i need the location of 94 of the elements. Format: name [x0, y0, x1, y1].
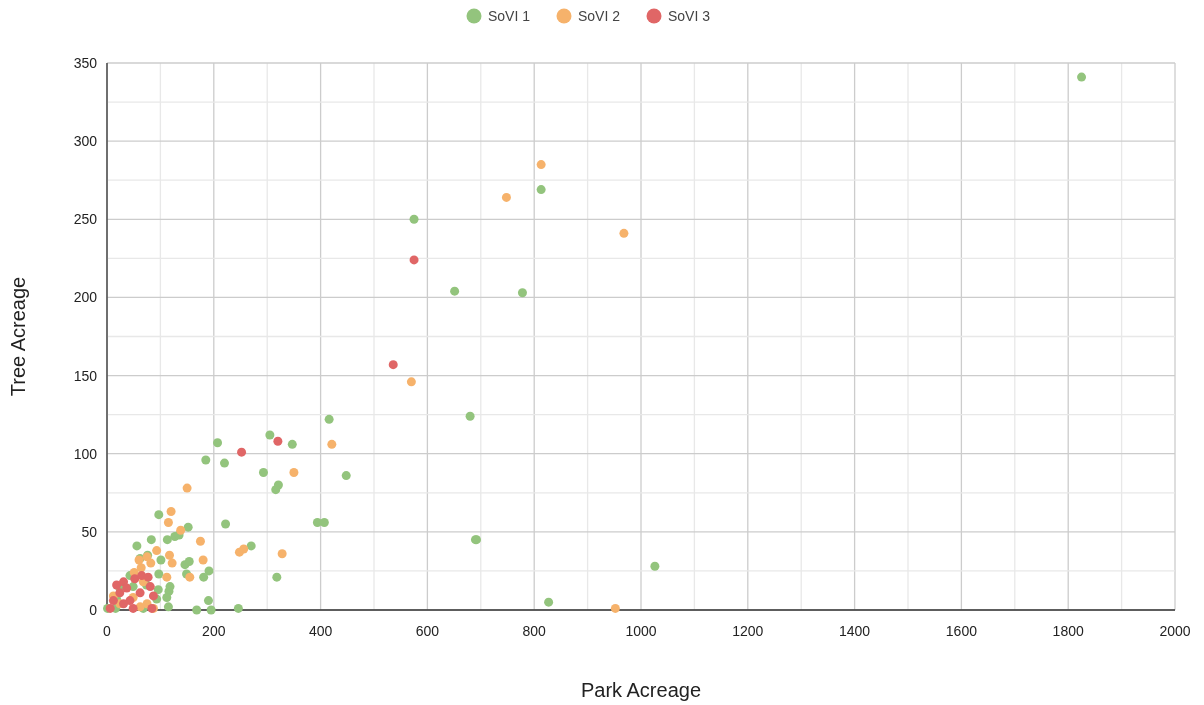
point [176, 525, 186, 535]
point [327, 439, 337, 449]
x-tick-label: 200 [202, 623, 226, 639]
point [213, 438, 223, 448]
point [146, 535, 156, 545]
point [204, 566, 214, 576]
point [152, 546, 162, 556]
point [146, 558, 156, 568]
point [135, 588, 145, 598]
point [154, 569, 164, 579]
point [167, 558, 177, 568]
point [115, 588, 125, 598]
point [272, 572, 282, 582]
point [324, 414, 334, 424]
point [148, 591, 158, 601]
x-tick-label: 1400 [839, 623, 871, 639]
point [265, 430, 275, 440]
point [162, 593, 172, 602]
x-tick-label: 400 [308, 623, 333, 639]
x-tick-label: 1800 [1052, 623, 1084, 639]
point [234, 547, 244, 557]
point [164, 550, 174, 560]
point [406, 377, 416, 387]
point [271, 485, 281, 495]
point [289, 467, 299, 477]
point [183, 522, 193, 532]
point [182, 483, 192, 493]
point [409, 214, 419, 224]
point [119, 599, 129, 609]
point [162, 572, 172, 582]
point [153, 585, 163, 595]
x-tick-label: 1200 [732, 623, 764, 639]
point [166, 507, 176, 517]
point [156, 555, 166, 565]
point [162, 535, 172, 545]
point [195, 536, 205, 546]
x-tick-label: 600 [415, 623, 440, 639]
x-tick-label: 1000 [625, 623, 657, 639]
point [1077, 72, 1087, 82]
point [233, 603, 243, 613]
x-axis-title: Park Acreage [580, 679, 702, 701]
point [128, 603, 138, 613]
y-axis-title: Tree Acreage [7, 276, 29, 397]
point [341, 471, 351, 481]
point [143, 572, 153, 582]
point [122, 583, 132, 593]
point [184, 557, 194, 567]
point [154, 510, 164, 520]
point [221, 519, 231, 529]
point [465, 411, 475, 421]
x-tick-label: 1600 [945, 623, 978, 639]
y-tick-label: 300 [73, 133, 98, 150]
y-tick-label: 50 [81, 523, 98, 540]
point [536, 160, 546, 170]
point [501, 192, 511, 202]
y-tick-label: 150 [73, 367, 98, 384]
point [258, 467, 268, 477]
point [650, 561, 660, 571]
point [108, 596, 118, 606]
x-tick-label: 0 [103, 623, 112, 639]
point [619, 228, 629, 238]
x-tick-label: 800 [522, 623, 547, 639]
y-tick-label: 250 [73, 211, 98, 228]
point [130, 574, 140, 584]
point [198, 555, 208, 565]
point [409, 255, 419, 265]
point [287, 439, 297, 449]
point [277, 549, 287, 559]
point [536, 185, 546, 195]
point [450, 286, 460, 296]
point [192, 605, 202, 615]
point [544, 597, 554, 607]
point [517, 288, 527, 298]
x-tick-label: 2000 [1159, 623, 1191, 639]
point [203, 596, 213, 606]
point [201, 455, 211, 465]
point [246, 541, 256, 551]
y-tick-label: 200 [73, 289, 98, 306]
point [206, 605, 216, 615]
point [163, 602, 173, 612]
point [199, 572, 209, 582]
y-tick-label: 100 [73, 445, 98, 462]
y-tick-label: 0 [89, 602, 98, 618]
y-tick-label: 350 [73, 55, 98, 71]
point [163, 517, 173, 527]
point [237, 447, 247, 457]
legend-label: SoVI 3 [668, 8, 711, 24]
point [132, 541, 142, 551]
point [610, 603, 620, 613]
legend-label: SoVI 1 [488, 8, 531, 24]
point [219, 458, 229, 468]
legend-label: SoVI 2 [578, 8, 621, 24]
point [388, 360, 398, 370]
point [273, 436, 283, 446]
